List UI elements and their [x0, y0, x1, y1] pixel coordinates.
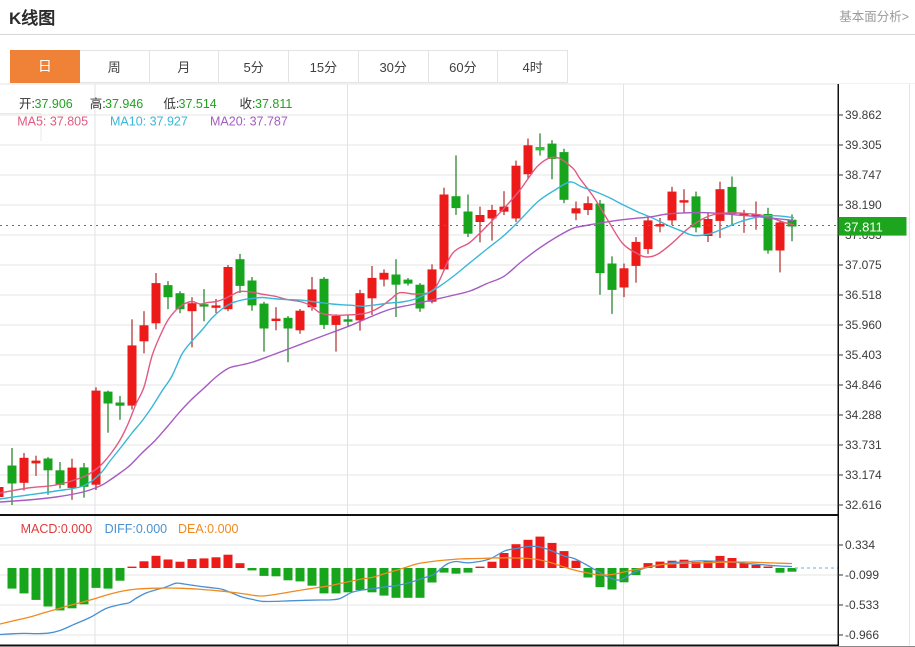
svg-text:39.862: 39.862: [845, 108, 882, 122]
svg-text:低:: 低:: [163, 97, 179, 111]
svg-text:39.305: 39.305: [845, 138, 882, 152]
svg-text:0.334: 0.334: [845, 538, 875, 552]
svg-text:37.946: 37.946: [105, 97, 143, 111]
svg-text:MA20: 37.787: MA20: 37.787: [210, 115, 288, 129]
svg-text:38.190: 38.190: [845, 198, 882, 212]
svg-text:38.747: 38.747: [845, 168, 882, 182]
svg-text:MA10: 37.927: MA10: 37.927: [110, 115, 188, 129]
svg-text:37.811: 37.811: [844, 220, 883, 235]
svg-text:37.811: 37.811: [255, 97, 292, 111]
svg-text:32.616: 32.616: [845, 498, 882, 512]
svg-text:MA5: 37.805: MA5: 37.805: [17, 115, 88, 129]
svg-text:33.731: 33.731: [845, 438, 882, 452]
svg-text:MACD:0.000: MACD:0.000: [21, 522, 93, 536]
svg-text:开:: 开:: [19, 97, 35, 111]
svg-text:-0.533: -0.533: [845, 598, 879, 612]
svg-text:36.518: 36.518: [845, 288, 882, 302]
svg-text:37.906: 37.906: [35, 97, 73, 111]
svg-text:-0.966: -0.966: [845, 628, 879, 642]
svg-text:37.075: 37.075: [845, 258, 882, 272]
svg-text:34.846: 34.846: [845, 378, 882, 392]
svg-text:-0.099: -0.099: [845, 568, 879, 582]
svg-text:DIFF:0.000: DIFF:0.000: [105, 522, 168, 536]
svg-text:35.960: 35.960: [845, 318, 882, 332]
svg-text:收:: 收:: [240, 97, 256, 111]
svg-text:33.174: 33.174: [845, 468, 882, 482]
svg-text:34.288: 34.288: [845, 408, 882, 422]
svg-text:37.514: 37.514: [179, 97, 217, 111]
svg-text:DEA:0.000: DEA:0.000: [178, 522, 239, 536]
svg-text:高:: 高:: [90, 96, 106, 111]
svg-text:35.403: 35.403: [845, 348, 882, 362]
